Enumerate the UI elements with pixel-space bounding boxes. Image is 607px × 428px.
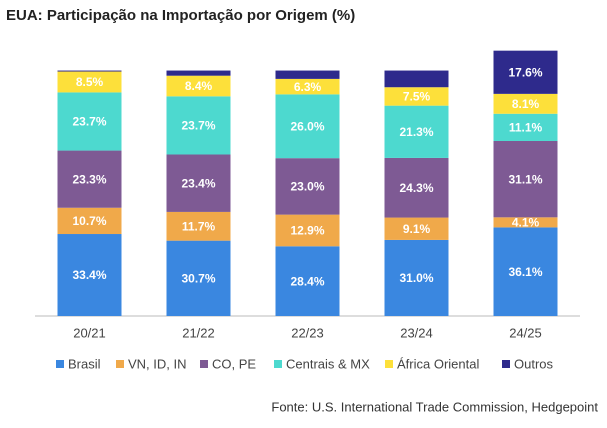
data-label: 31.1% [508,172,542,186]
data-label: 11.7% [182,219,216,233]
bar-segment [166,154,231,212]
bar-segment [57,150,122,208]
bar-segment [493,140,558,218]
data-label: 23.7% [72,115,106,129]
data-label: 8.4% [185,79,213,93]
legend-swatch [502,360,510,368]
bar-segment [384,239,449,316]
data-label: 23.0% [290,180,324,194]
data-label: 6.3% [294,80,322,94]
data-label: 31.0% [399,271,433,285]
bar-segment [493,227,558,316]
data-label: 17.6% [508,65,542,79]
data-label: 24.3% [399,181,433,195]
legend-swatch [385,360,393,368]
bar-segment [493,93,558,114]
bar-segment [384,217,449,240]
data-label: 36.1% [508,265,542,279]
bar-segment [275,70,340,79]
bar-segment [57,92,122,151]
data-label: 7.5% [403,90,431,104]
bar-segment [275,214,340,247]
bar-segment [166,96,231,155]
bar-segment [384,70,449,88]
x-tick-label: 23/24 [400,325,433,340]
data-label: 8.5% [76,75,104,89]
bar-segment [57,207,122,235]
legend-label: VN, ID, IN [128,356,187,371]
data-label: 30.7% [181,271,215,285]
legend-swatch [56,360,64,368]
bar-segment [275,94,340,159]
data-label: 11.1% [509,121,543,135]
data-label: 8.1% [512,97,540,111]
data-label: 21.3% [399,125,433,139]
bar-segment [493,113,558,141]
data-label: 33.4% [72,268,106,282]
source: Fonte: U.S. International Trade Commissi… [271,399,598,414]
bar-segment [384,157,449,218]
bar-segment [275,158,340,215]
bar-segment [275,246,340,316]
x-tick-label: 24/25 [509,325,542,340]
data-label: 28.4% [290,274,324,288]
bar-segment [166,75,231,97]
legend-label: CO, PE [212,356,256,371]
bar-segment [166,211,231,241]
legend-swatch [116,360,124,368]
legend-swatch [274,360,282,368]
bar-segment [493,50,558,94]
data-label: 23.3% [72,172,106,186]
legend-label: Outros [514,356,554,371]
legend-swatch [200,360,208,368]
bar-segment [493,217,558,228]
bar-segment [57,71,122,93]
data-label: 9.1% [403,222,431,236]
legend-label: Brasil [68,356,101,371]
legend-label: Centrais & MX [286,356,370,371]
x-tick-label: 20/21 [73,325,106,340]
chart-title: EUA: Participação na Importação por Orig… [6,7,355,24]
x-tick-label: 21/22 [182,325,215,340]
bar-segment [57,70,122,72]
data-label: 23.7% [181,119,215,133]
bar-segment [384,105,449,158]
data-label: 4.1% [512,216,540,230]
data-label: 12.9% [290,224,324,238]
x-tick-label: 22/23 [291,325,324,340]
data-label: 10.7% [72,214,106,228]
bar-segment [166,70,231,76]
bar-segment [57,234,122,316]
data-label: 23.4% [181,176,215,190]
bar-segment [384,87,449,106]
bar-segment [166,240,231,316]
bar-segment [275,78,340,95]
legend-label: África Oriental [397,356,479,371]
data-label: 26.0% [290,119,324,133]
